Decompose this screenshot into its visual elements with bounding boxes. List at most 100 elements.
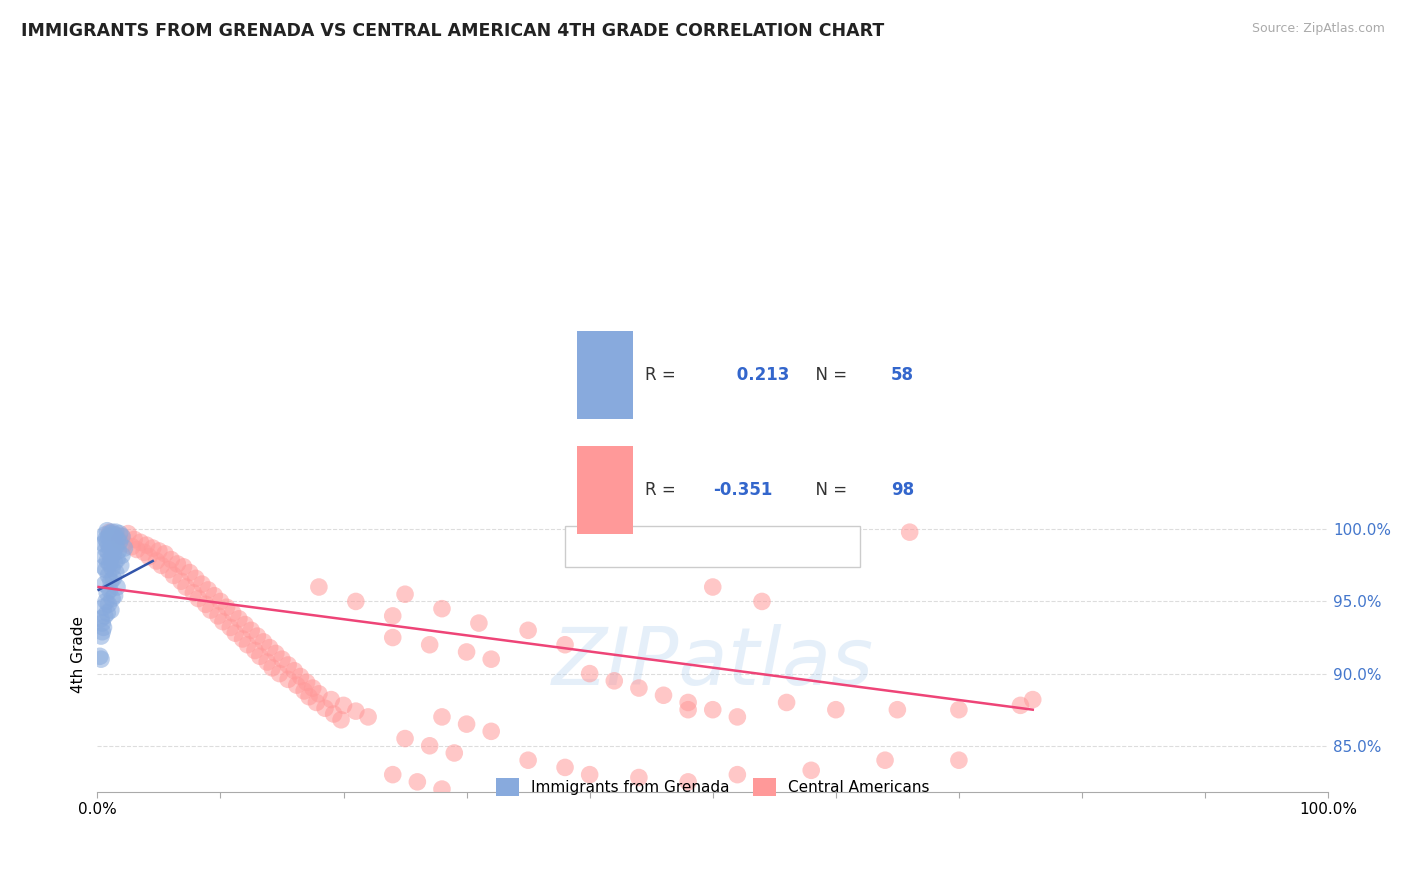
Point: [224, 626, 246, 640]
Point: [517, 753, 540, 767]
Point: [290, 669, 312, 683]
Point: [91, 624, 114, 639]
Point: [219, 620, 242, 634]
Point: [873, 753, 896, 767]
Point: [93, 620, 115, 634]
Point: [98, 582, 121, 597]
Point: [295, 675, 318, 690]
Point: [419, 739, 441, 753]
Point: [96, 586, 118, 600]
Point: [110, 558, 132, 573]
Point: [394, 731, 416, 746]
Point: [103, 571, 125, 585]
Point: [97, 545, 120, 559]
Point: [322, 706, 344, 721]
Point: [173, 559, 195, 574]
Point: [1022, 692, 1045, 706]
Point: [702, 703, 724, 717]
Point: [101, 561, 124, 575]
Point: [321, 692, 343, 706]
Point: [108, 535, 131, 549]
Point: [200, 603, 222, 617]
Point: [676, 703, 699, 717]
Point: [100, 531, 122, 545]
Point: [105, 580, 128, 594]
Point: [1010, 698, 1032, 713]
Point: [96, 606, 118, 620]
Point: [381, 608, 404, 623]
Y-axis label: 4th Grade: 4th Grade: [72, 616, 86, 693]
Point: [170, 574, 193, 589]
Text: IMMIGRANTS FROM GRENADA VS CENTRAL AMERICAN 4TH GRADE CORRELATION CHART: IMMIGRANTS FROM GRENADA VS CENTRAL AMERI…: [21, 22, 884, 40]
Point: [725, 710, 748, 724]
Point: [96, 535, 118, 549]
Point: [305, 696, 328, 710]
Point: [330, 713, 353, 727]
Point: [90, 612, 112, 626]
Point: [103, 533, 125, 548]
Point: [285, 678, 308, 692]
Point: [517, 624, 540, 638]
Point: [160, 552, 183, 566]
Point: [456, 645, 478, 659]
Point: [236, 638, 259, 652]
Point: [468, 616, 491, 631]
Point: [89, 649, 111, 664]
Point: [103, 547, 125, 561]
Point: [100, 574, 122, 589]
Point: [108, 533, 131, 548]
Point: [96, 554, 118, 568]
Point: [194, 597, 217, 611]
Point: [104, 566, 127, 580]
Point: [456, 717, 478, 731]
Point: [948, 703, 970, 717]
Point: [145, 554, 167, 568]
Point: [430, 601, 453, 615]
Point: [202, 589, 225, 603]
Point: [108, 526, 131, 541]
Point: [283, 664, 305, 678]
Text: Source: ZipAtlas.com: Source: ZipAtlas.com: [1251, 22, 1385, 36]
Point: [308, 687, 330, 701]
Text: 98: 98: [891, 482, 914, 500]
Point: [479, 652, 502, 666]
Point: [232, 632, 254, 646]
Point: [271, 652, 294, 666]
Point: [187, 591, 209, 606]
Point: [357, 710, 380, 724]
Point: [104, 525, 127, 540]
Point: [554, 760, 576, 774]
Point: [702, 580, 724, 594]
Point: [394, 587, 416, 601]
Point: [430, 710, 453, 724]
Point: [381, 631, 404, 645]
Point: [148, 544, 170, 558]
Point: [277, 673, 299, 687]
Point: [103, 528, 125, 542]
Point: [578, 767, 600, 781]
Point: [233, 617, 256, 632]
Point: [298, 690, 321, 704]
Point: [332, 698, 354, 713]
Point: [134, 545, 156, 559]
Point: [898, 525, 921, 540]
Point: [222, 606, 245, 620]
Point: [381, 767, 404, 781]
Point: [117, 526, 139, 541]
Point: [277, 657, 299, 672]
Point: [627, 771, 650, 785]
Point: [104, 540, 127, 554]
Point: [98, 557, 121, 571]
Point: [246, 629, 269, 643]
Point: [93, 608, 115, 623]
Point: [91, 616, 114, 631]
Point: [94, 542, 117, 557]
Point: [100, 603, 122, 617]
Point: [256, 655, 278, 669]
Point: [157, 563, 180, 577]
Point: [215, 600, 238, 615]
Point: [262, 661, 284, 675]
Point: [112, 541, 135, 555]
Point: [308, 580, 330, 594]
Point: [179, 566, 201, 580]
